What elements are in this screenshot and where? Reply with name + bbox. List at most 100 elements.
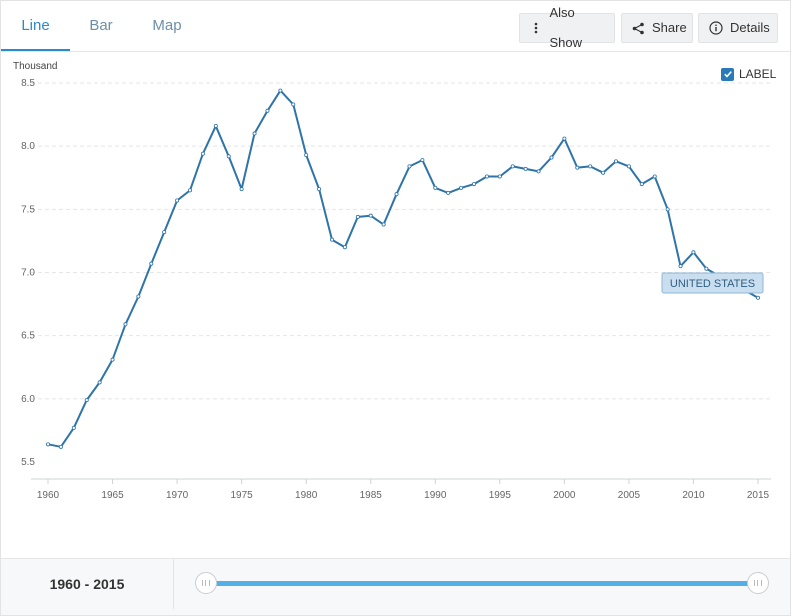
y-tick-label: 6.5 <box>21 331 35 342</box>
y-tick-label: 6.0 <box>21 394 35 405</box>
x-tick-label: 2015 <box>747 490 770 501</box>
data-point <box>678 264 683 269</box>
data-point <box>187 188 192 193</box>
y-tick-label: 7.5 <box>21 204 35 215</box>
y-axis-unit-label: Thousand <box>13 61 58 72</box>
data-point <box>639 182 644 187</box>
x-axis-ticks: 1960 1965 1970 1975 1980 1985 1990 1995 2000 2005… <box>37 479 770 501</box>
tab-bar[interactable]: Bar <box>89 17 113 34</box>
series-label-tag: UNITED STATES <box>661 272 764 294</box>
y-tick-label: 5.5 <box>21 457 35 468</box>
data-point <box>239 187 244 192</box>
share-label: Share <box>652 20 687 35</box>
data-point <box>484 174 489 179</box>
range-separator: - <box>80 576 94 592</box>
grip-icon <box>754 580 762 586</box>
data-point <box>523 166 528 171</box>
data-point <box>510 164 515 169</box>
data-point <box>394 192 399 197</box>
also-show-label: Also Show <box>549 5 582 50</box>
data-point <box>355 214 360 219</box>
data-point <box>84 398 89 403</box>
details-button[interactable]: Details <box>698 13 778 43</box>
data-point <box>110 357 115 362</box>
label-toggle[interactable]: LABEL <box>721 67 776 81</box>
data-point <box>575 165 580 170</box>
data-point <box>459 185 464 190</box>
x-tick-label: 2010 <box>682 490 705 501</box>
x-tick-label: 1980 <box>295 490 318 501</box>
range-slider-track[interactable] <box>207 581 759 586</box>
data-point <box>71 425 76 430</box>
range-start: 1960 <box>49 576 81 592</box>
chart-type-tabs: Line Bar Map <box>1 1 790 51</box>
vertical-dots-icon <box>530 21 542 35</box>
tab-line[interactable]: Line <box>1 1 70 51</box>
x-tick-label: 2000 <box>553 490 576 501</box>
y-tick-label: 8.0 <box>21 141 35 152</box>
data-point <box>342 245 347 250</box>
tabs-divider <box>1 51 790 52</box>
range-start-handle[interactable] <box>195 572 217 594</box>
data-point <box>46 442 51 447</box>
info-icon <box>709 21 723 35</box>
also-show-button[interactable]: Also Show <box>519 5 615 50</box>
data-point <box>317 187 322 192</box>
data-point <box>471 182 476 187</box>
share-icon <box>632 21 645 35</box>
range-end: 2015 <box>93 576 125 592</box>
data-point <box>58 444 63 449</box>
data-point <box>200 151 205 156</box>
label-checkbox[interactable] <box>721 67 734 81</box>
data-point <box>97 380 102 385</box>
series-united-states <box>46 88 761 449</box>
data-point <box>329 237 334 242</box>
data-point <box>536 169 541 174</box>
data-point <box>691 250 696 255</box>
range-end-handle[interactable] <box>747 572 769 594</box>
label-toggle-text: LABEL <box>739 67 777 81</box>
data-point <box>123 322 128 327</box>
range-label: 1960 - 2015 <box>1 559 174 609</box>
data-point <box>175 198 180 203</box>
data-point <box>407 164 412 169</box>
time-range-bar: 1960 - 2015 <box>1 558 790 615</box>
data-point <box>652 174 657 179</box>
x-tick-label: 1985 <box>360 490 383 501</box>
data-point <box>626 164 631 169</box>
details-label: Details <box>730 20 770 35</box>
data-point <box>601 170 606 175</box>
data-point <box>291 102 296 107</box>
x-tick-label: 1975 <box>231 490 254 501</box>
data-point <box>433 185 438 190</box>
checkmark-icon <box>723 71 732 78</box>
series-line <box>47 89 759 448</box>
series-tag-text: UNITED STATES <box>670 278 755 290</box>
data-point <box>278 88 283 93</box>
y-tick-label: 8.5 <box>21 78 35 89</box>
y-tick-label: 7.0 <box>21 268 35 279</box>
data-point <box>497 174 502 179</box>
data-point <box>265 108 270 113</box>
data-point <box>304 153 309 158</box>
data-point <box>588 164 593 169</box>
grid-lines <box>31 82 771 400</box>
data-point <box>614 159 619 164</box>
data-point <box>446 190 451 195</box>
data-point <box>136 294 141 299</box>
share-button[interactable]: Share <box>621 13 693 43</box>
data-point <box>226 154 231 159</box>
x-tick-label: 1990 <box>424 490 447 501</box>
data-point <box>562 136 567 141</box>
data-point <box>665 207 670 212</box>
data-point <box>368 213 373 218</box>
x-tick-label: 1960 <box>37 490 60 501</box>
x-tick-label: 2005 <box>618 490 641 501</box>
x-tick-label: 1970 <box>166 490 189 501</box>
data-point <box>162 230 167 235</box>
tab-map[interactable]: Map <box>152 17 182 34</box>
series-tag-box <box>661 272 764 294</box>
data-point <box>381 222 386 227</box>
data-point <box>420 158 425 163</box>
